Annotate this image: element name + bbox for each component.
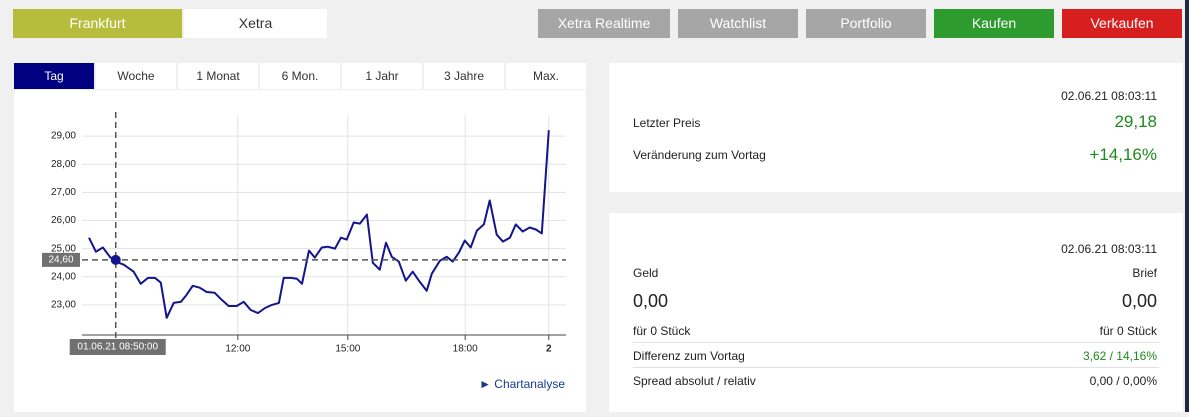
market-button[interactable]: Frankfurt	[13, 9, 182, 38]
crosshair-y-box	[42, 252, 80, 267]
crosshair-x-label: 01.06.21 08:50:00	[77, 342, 158, 353]
last-price: 29,18	[1114, 112, 1157, 131]
orderbook-panel: 02.06.21 08:03:11 Geld Brief 0,00 0,00 f…	[609, 213, 1183, 412]
ask: 0,00	[1121, 291, 1157, 311]
quote-panel: 02.06.21 08:03:11 Letzter Preis 29,18 Ve…	[609, 63, 1183, 192]
range-tab[interactable]: Max.	[506, 63, 586, 89]
y-tick-label: 23,00	[51, 300, 76, 311]
window-edge	[1185, 0, 1189, 412]
range-tab[interactable]: 6 Mon.	[260, 63, 340, 89]
ask-label: Brief	[1132, 266, 1157, 280]
x-tick-label: 12:00	[225, 344, 250, 355]
y-tick-label: 29,00	[51, 131, 76, 142]
buy-button[interactable]: Kaufen	[934, 9, 1054, 38]
row-label: Letzter Preis	[633, 116, 701, 130]
range-tab[interactable]: 3 Jahre	[424, 63, 504, 89]
row-label: Spread absolut / relativ	[633, 374, 756, 388]
crosshair-x-box	[69, 339, 166, 355]
change: +14,16%	[1089, 145, 1157, 164]
separator	[633, 367, 1159, 368]
timestamp: 02.06.21 08:03:11	[1061, 242, 1157, 256]
y-tick-label: 27,00	[51, 187, 76, 198]
bid: 0,00	[633, 291, 669, 311]
bid-size: für 0 Stück	[633, 324, 691, 338]
action-button[interactable]: Watchlist	[678, 9, 798, 38]
row-value: 0,00 / 0,00%	[1089, 374, 1157, 388]
chart-panel: 23,00 24,00 25,00 26,00 27,00 28,00 29,00 12:00…	[14, 90, 586, 412]
chart-link[interactable]: ► Chartanalyse	[479, 377, 565, 391]
y-tick-label: 25,00	[51, 243, 76, 254]
chart: 23,00 24,00 25,00 26,00 27,00 28,00 29,00 12:00…	[42, 112, 566, 355]
action-button[interactable]: Portfolio	[806, 9, 926, 38]
sell-button[interactable]: Verkaufen	[1062, 9, 1182, 38]
price-line	[88, 130, 550, 319]
range-tab[interactable]: Tag	[14, 63, 94, 89]
row-value: 3,62 / 14,16%	[1082, 349, 1157, 363]
x-tick-label: 18:00	[453, 344, 478, 355]
y-tick-label: 28,00	[51, 159, 76, 170]
y-tick-label: 24,00	[51, 271, 76, 282]
x-tick-label: 2	[546, 344, 552, 355]
row-label: Differenz zum Vortag	[633, 349, 745, 363]
chart-link-text[interactable]: Chartanalyse	[494, 377, 565, 391]
range-tab[interactable]: 1 Jahr	[342, 63, 422, 89]
action-button[interactable]: Xetra Realtime	[538, 9, 670, 38]
ask-size: für 0 Stück	[1099, 324, 1157, 338]
bid-label: Geld	[633, 266, 659, 280]
range-tab[interactable]: Woche	[96, 63, 176, 89]
crosshair-y-label: 24,60	[48, 255, 73, 266]
crosshair-point	[110, 254, 121, 265]
timestamp: 02.06.21 08:03:11	[1061, 89, 1157, 103]
row-label: Veränderung zum Vortag	[633, 148, 766, 162]
range-tab[interactable]: 1 Monat	[178, 63, 258, 89]
market-button[interactable]: Xetra	[184, 9, 327, 38]
y-tick-label: 26,00	[51, 215, 76, 226]
separator	[633, 342, 1159, 343]
x-tick-label: 15:00	[335, 344, 360, 355]
